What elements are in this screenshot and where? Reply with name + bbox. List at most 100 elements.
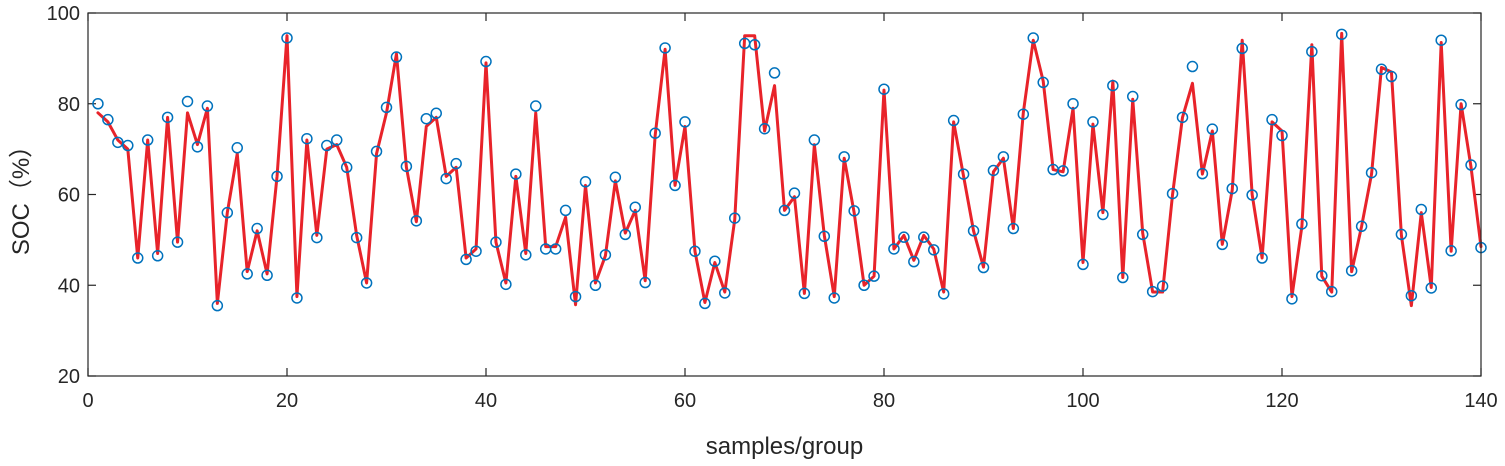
actual-data-point (221, 206, 234, 219)
actual-data-point (191, 141, 204, 153)
actual-data-point (639, 276, 651, 289)
actual-data-point (898, 231, 910, 243)
axes-box (87, 12, 1482, 377)
actual-data-point (599, 249, 612, 261)
actual-data-point (281, 32, 293, 44)
actual-data-point (1027, 32, 1039, 44)
actual-data-point (92, 98, 104, 110)
actual-data-point (340, 161, 353, 174)
actual-data-point (201, 100, 214, 112)
actual-data-point (709, 255, 721, 267)
x-tick-label: 20 (276, 390, 298, 412)
actual-data-point (420, 112, 433, 125)
actual-data-point (669, 179, 681, 192)
actual-data-point (1226, 182, 1238, 195)
actual-data-point (928, 244, 940, 256)
actual-data-point (579, 176, 592, 188)
actual-data-point (291, 292, 303, 304)
actual-data-point (1355, 220, 1368, 233)
actual-data-point (520, 249, 532, 261)
actual-data-point (1306, 45, 1318, 58)
actual-data-point (1266, 113, 1278, 126)
actual-data-point (808, 134, 821, 146)
y-tick-label: 80 (58, 94, 80, 116)
actual-data-point (858, 279, 870, 291)
actual-data-point (470, 245, 482, 257)
actual-data-point (888, 243, 900, 255)
actual-data-point (1037, 76, 1049, 89)
actual-data-point (1326, 285, 1338, 298)
actual-data-point (132, 252, 144, 264)
actual-data-point (211, 299, 224, 312)
actual-data-point (1455, 98, 1467, 111)
actual-data-point (1415, 203, 1428, 216)
x-axis-label: samples/group (706, 433, 863, 460)
actual-data-point (1435, 34, 1447, 46)
x-tick-label: 140 (1464, 390, 1497, 412)
y-tick-label: 60 (58, 185, 80, 207)
actual-data-point (1296, 218, 1308, 230)
actual-data-point (161, 111, 174, 124)
x-tick-label: 120 (1265, 390, 1298, 412)
actual-data-point (321, 139, 333, 152)
actual-data-point (122, 139, 134, 152)
actual-data-point (1166, 187, 1179, 200)
actual-data-point (231, 142, 243, 154)
actual-data-point (957, 168, 970, 180)
y-axis-label: SOC（%） (8, 134, 35, 255)
actual-data-point (1445, 245, 1457, 257)
actual-data-point (947, 114, 960, 127)
actual-data-point (828, 292, 840, 304)
actual-data-point (181, 95, 194, 108)
actual-data-point (530, 100, 542, 112)
actual-data-point (1385, 70, 1398, 83)
x-tick-label: 60 (674, 390, 696, 412)
actual-data-point (629, 201, 641, 213)
actual-data-point (1206, 123, 1219, 135)
actual-data-point (1136, 228, 1149, 241)
plot-area (92, 28, 1487, 312)
actual-data-point (1375, 63, 1388, 76)
actual-data-point (450, 157, 462, 170)
actual-data-point (251, 222, 263, 235)
actual-data-point (1286, 293, 1298, 305)
prediction-series-line (96, 31, 1483, 308)
actual-data-point (1216, 238, 1229, 251)
actual-data-point (699, 297, 711, 310)
actual-data-point (311, 231, 323, 244)
actual-data-point (490, 236, 502, 248)
actual-data-point (689, 245, 701, 257)
actual-data-point (1196, 167, 1209, 180)
actual-data-point (241, 268, 253, 280)
actual-data-point (102, 113, 114, 126)
actual-data-point (171, 236, 184, 248)
actual-data-point (758, 122, 771, 135)
actual-data-point (1017, 108, 1030, 120)
x-tick-label: 80 (873, 390, 895, 412)
actual-data-point (1107, 79, 1119, 92)
actual-data-point (788, 187, 801, 199)
actual-data-point (768, 67, 781, 79)
actual-data-point (1176, 111, 1189, 124)
actual-data-point (908, 255, 920, 268)
actual-data-point (818, 230, 831, 242)
x-tick-label: 40 (475, 390, 497, 412)
actual-data-point (301, 132, 313, 145)
actual-data-point (400, 160, 413, 173)
actual-data-point (460, 253, 472, 266)
actual-data-point (997, 151, 1010, 163)
actual-data-point (848, 205, 860, 217)
y-tick-label: 100 (47, 3, 80, 25)
actual-data-point (1236, 42, 1248, 55)
actual-data-point (1186, 60, 1199, 73)
y-tick-label: 20 (58, 366, 80, 388)
actual-data-point (1127, 90, 1139, 103)
actual-data-point (1365, 166, 1378, 179)
actual-data-point (390, 51, 403, 63)
actual-data-point (1077, 258, 1089, 271)
actual-data-point (1256, 252, 1268, 264)
actual-data-point (271, 170, 283, 183)
actual-data-point (569, 290, 582, 303)
actual-data-point (261, 269, 273, 282)
